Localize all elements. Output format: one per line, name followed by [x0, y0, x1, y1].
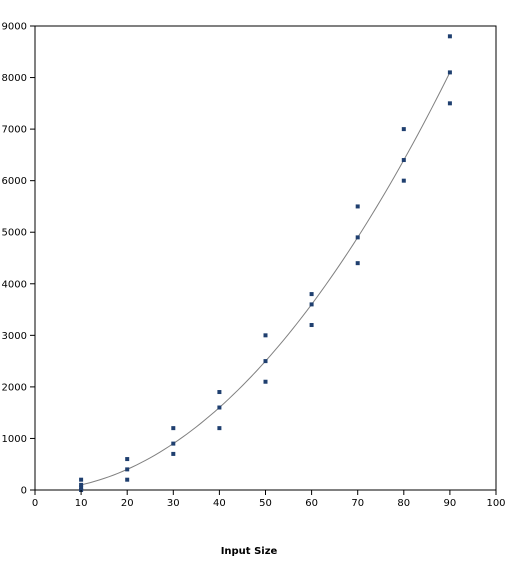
data-point-14 [263, 359, 268, 364]
x-axis-title: Input Size [220, 546, 278, 557]
x-tick-label-10: 10 [75, 498, 88, 509]
x-tick-label-60: 60 [305, 498, 318, 509]
data-point-27 [447, 101, 452, 106]
data-point-26 [447, 70, 452, 75]
y-tick-label-6000: 6000 [2, 176, 27, 187]
x-tick-label-20: 20 [121, 498, 134, 509]
data-point-23 [401, 158, 406, 163]
data-point-0 [79, 477, 84, 482]
trendline [80, 72, 451, 486]
y-tick-label-2000: 2000 [2, 382, 27, 393]
data-point-4 [125, 457, 130, 462]
x-tick-label-90: 90 [444, 498, 457, 509]
data-point-12 [217, 426, 222, 431]
x-tick-label-0: 0 [32, 498, 38, 509]
y-tick-label-7000: 7000 [2, 125, 27, 136]
data-point-10 [217, 390, 222, 395]
data-point-11 [217, 405, 222, 410]
data-point-2 [79, 485, 84, 490]
data-point-21 [355, 261, 360, 266]
data-point-13 [263, 333, 268, 338]
y-tick-label-9000: 9000 [2, 22, 27, 33]
trendline-layer [80, 72, 451, 486]
data-points [79, 34, 452, 492]
data-point-17 [309, 302, 314, 307]
x-tick-label-100: 100 [486, 498, 505, 509]
plot-border [34, 25, 497, 491]
data-point-9 [171, 451, 176, 456]
x-tick-label-50: 50 [259, 498, 272, 509]
data-point-19 [355, 204, 360, 209]
y-tick-label-0: 0 [21, 486, 27, 497]
data-point-7 [171, 426, 176, 431]
plot-area [34, 25, 497, 491]
data-point-15 [263, 379, 268, 384]
data-point-18 [309, 323, 314, 328]
y-tick-label-8000: 8000 [2, 73, 27, 84]
data-point-16 [309, 292, 314, 297]
x-tick-label-30: 30 [167, 498, 180, 509]
y-tick-label-5000: 5000 [2, 228, 27, 239]
data-point-1 [79, 482, 84, 487]
data-point-20 [355, 235, 360, 240]
y-tick-label-1000: 1000 [2, 434, 27, 445]
data-point-25 [447, 34, 452, 39]
data-point-24 [401, 178, 406, 183]
y-tick-label-4000: 4000 [2, 279, 27, 290]
y-axis-ticks: 0 1000 2000 3000 4000 5000 6000 7000 8000 9000 [2, 22, 35, 497]
data-point-22 [401, 127, 406, 132]
x-tick-label-40: 40 [213, 498, 226, 509]
x-tick-label-80: 80 [397, 498, 410, 509]
x-tick-label-70: 70 [351, 498, 364, 509]
x-axis-ticks: 0 10 20 30 40 50 60 70 80 90 100 [32, 490, 506, 509]
data-point-6 [125, 477, 130, 482]
data-point-5 [125, 467, 130, 472]
data-point-8 [171, 441, 176, 446]
y-tick-label-3000: 3000 [2, 331, 27, 342]
